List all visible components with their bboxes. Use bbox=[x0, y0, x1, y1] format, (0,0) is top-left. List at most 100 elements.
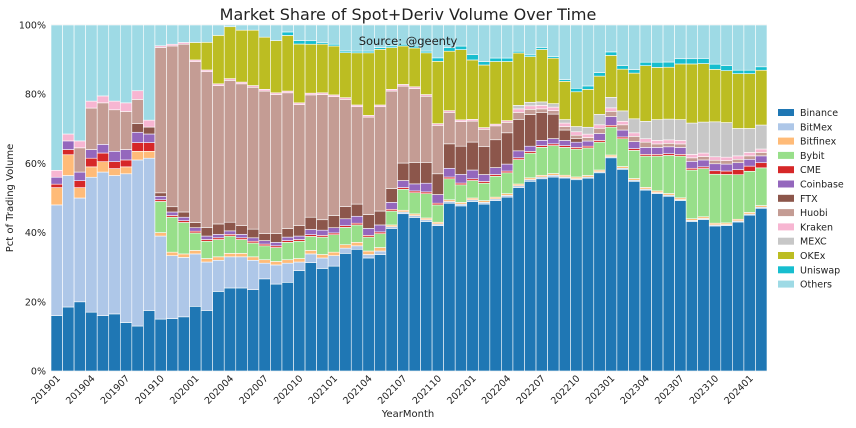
x-tick-label: 202001 bbox=[168, 373, 201, 406]
bar-segment-okex bbox=[512, 52, 525, 106]
bar-segment-bitfinex bbox=[281, 259, 294, 264]
bar-segment-bybit bbox=[235, 239, 248, 254]
bar-segment-binance bbox=[755, 207, 768, 372]
bar-segment-cme bbox=[85, 157, 98, 168]
bar-segment-coinbase bbox=[235, 234, 248, 239]
x-tick-label: 202107 bbox=[376, 373, 409, 406]
bar-segment-bybit bbox=[200, 240, 213, 259]
bar-segment-uniswap bbox=[616, 65, 629, 70]
bar-segment-okex bbox=[304, 43, 317, 94]
bar-segment-kraken bbox=[755, 148, 768, 153]
bar-segment-okex bbox=[466, 59, 479, 120]
bar-segment-uniswap bbox=[466, 54, 479, 61]
bar-segment-ftx bbox=[385, 188, 398, 203]
bar-segment-okex bbox=[339, 52, 352, 98]
bar-segment-coinbase bbox=[489, 167, 502, 175]
x-tick-label: 202307 bbox=[653, 373, 686, 406]
y-axis-label: Pct of Trading Volume bbox=[5, 144, 16, 253]
bar-segment-kraken bbox=[674, 140, 687, 145]
bars-group bbox=[50, 24, 768, 372]
bar-segment-huobi bbox=[85, 107, 98, 150]
bar-segment-cme bbox=[119, 159, 133, 168]
bar-segment-bybit bbox=[258, 245, 271, 261]
bar-segment-uniswap bbox=[708, 63, 722, 70]
bar-segment-binance bbox=[720, 225, 733, 372]
bar-segment-huobi bbox=[374, 106, 387, 212]
bar-segment-coinbase bbox=[501, 163, 514, 172]
bar-segment-ftx bbox=[270, 233, 283, 243]
bar-segment-uniswap bbox=[304, 40, 317, 45]
bar-segment-bybit bbox=[397, 188, 410, 211]
bar-segment-bitfinex bbox=[200, 258, 213, 263]
bar-segment-coinbase bbox=[374, 224, 387, 233]
bar-segment-cme bbox=[708, 170, 722, 175]
bar-segment-others bbox=[547, 24, 560, 57]
bar-segment-uniswap bbox=[443, 47, 456, 52]
bar-segment-huobi bbox=[605, 111, 618, 117]
bar-segment-bybit bbox=[223, 235, 237, 254]
bar-segment-bybit bbox=[605, 126, 618, 156]
y-tick-label: 100% bbox=[19, 21, 46, 32]
bar-segment-binance bbox=[501, 196, 514, 372]
bar-segment-binance bbox=[316, 268, 329, 372]
bar-segment-mexc bbox=[512, 105, 525, 110]
bar-segment-ftx bbox=[154, 192, 167, 197]
bar-segment-bitfinex bbox=[362, 250, 375, 255]
bar-segment-coinbase bbox=[316, 229, 329, 236]
bar-segment-huobi bbox=[524, 109, 537, 115]
bar-segment-mexc bbox=[535, 101, 548, 106]
x-tick-label: 202004 bbox=[203, 373, 236, 406]
bar-segment-okex bbox=[720, 70, 733, 123]
bar-segment-others bbox=[524, 24, 537, 56]
bar-segment-coinbase bbox=[154, 195, 167, 201]
x-tick-label: 202201 bbox=[445, 373, 478, 406]
bar-segment-coinbase bbox=[96, 144, 110, 154]
bar-segment-bitmex bbox=[73, 197, 86, 303]
bar-segment-bybit bbox=[501, 172, 514, 194]
bar-segment-uniswap bbox=[743, 69, 756, 74]
bar-segment-coinbase bbox=[420, 182, 433, 193]
legend-label: Uniswap bbox=[800, 265, 840, 276]
bar-segment-ftx bbox=[281, 228, 294, 238]
bar-segment-uniswap bbox=[570, 87, 583, 93]
bar-segment-others bbox=[616, 24, 629, 66]
bar-segment-kraken bbox=[62, 133, 75, 142]
legend-label: MEXC bbox=[800, 237, 827, 248]
bar-segment-huobi bbox=[350, 106, 364, 205]
bar-segment-ftx bbox=[524, 114, 537, 147]
bar-segment-others bbox=[755, 24, 768, 68]
bar-segment-huobi bbox=[362, 116, 375, 215]
x-tick-label: 202010 bbox=[272, 373, 305, 406]
bar-segment-bybit bbox=[466, 180, 479, 199]
bar-segment-okex bbox=[223, 26, 237, 79]
x-tick-label: 202304 bbox=[618, 373, 651, 406]
bar-segment-cme bbox=[108, 161, 121, 169]
bar-segment-bitfinex bbox=[339, 244, 352, 249]
bar-segment-huobi bbox=[454, 121, 468, 147]
bar-segment-huobi bbox=[535, 108, 548, 113]
bar-segment-cme bbox=[96, 152, 110, 162]
bar-segment-bitmex bbox=[189, 253, 202, 307]
bar-segment-coinbase bbox=[685, 161, 699, 169]
bar-segment-binance bbox=[327, 265, 341, 372]
legend-swatch bbox=[778, 180, 794, 188]
bar-segment-ftx bbox=[431, 173, 444, 195]
bar-segment-coinbase bbox=[50, 176, 63, 185]
chart-title: Market Share of Spot+Deriv Volume Over T… bbox=[220, 5, 597, 24]
bar-segment-uniswap bbox=[674, 58, 687, 65]
bar-segment-bybit bbox=[362, 236, 375, 252]
bar-segment-binance bbox=[605, 157, 618, 372]
bar-segment-coinbase bbox=[674, 147, 687, 155]
bar-segment-bybit bbox=[270, 247, 283, 262]
bar-segment-uniswap bbox=[605, 51, 618, 56]
bar-segment-bybit bbox=[420, 193, 433, 219]
bar-segment-okex bbox=[385, 47, 398, 90]
bar-segment-bitfinex bbox=[270, 261, 283, 266]
bar-segment-okex bbox=[212, 35, 225, 85]
bar-segment-binance bbox=[489, 200, 502, 372]
bar-segment-binance bbox=[397, 213, 410, 372]
bar-segment-others bbox=[119, 24, 133, 104]
bar-segment-ftx bbox=[339, 206, 352, 220]
bar-segment-ftx bbox=[454, 145, 468, 175]
